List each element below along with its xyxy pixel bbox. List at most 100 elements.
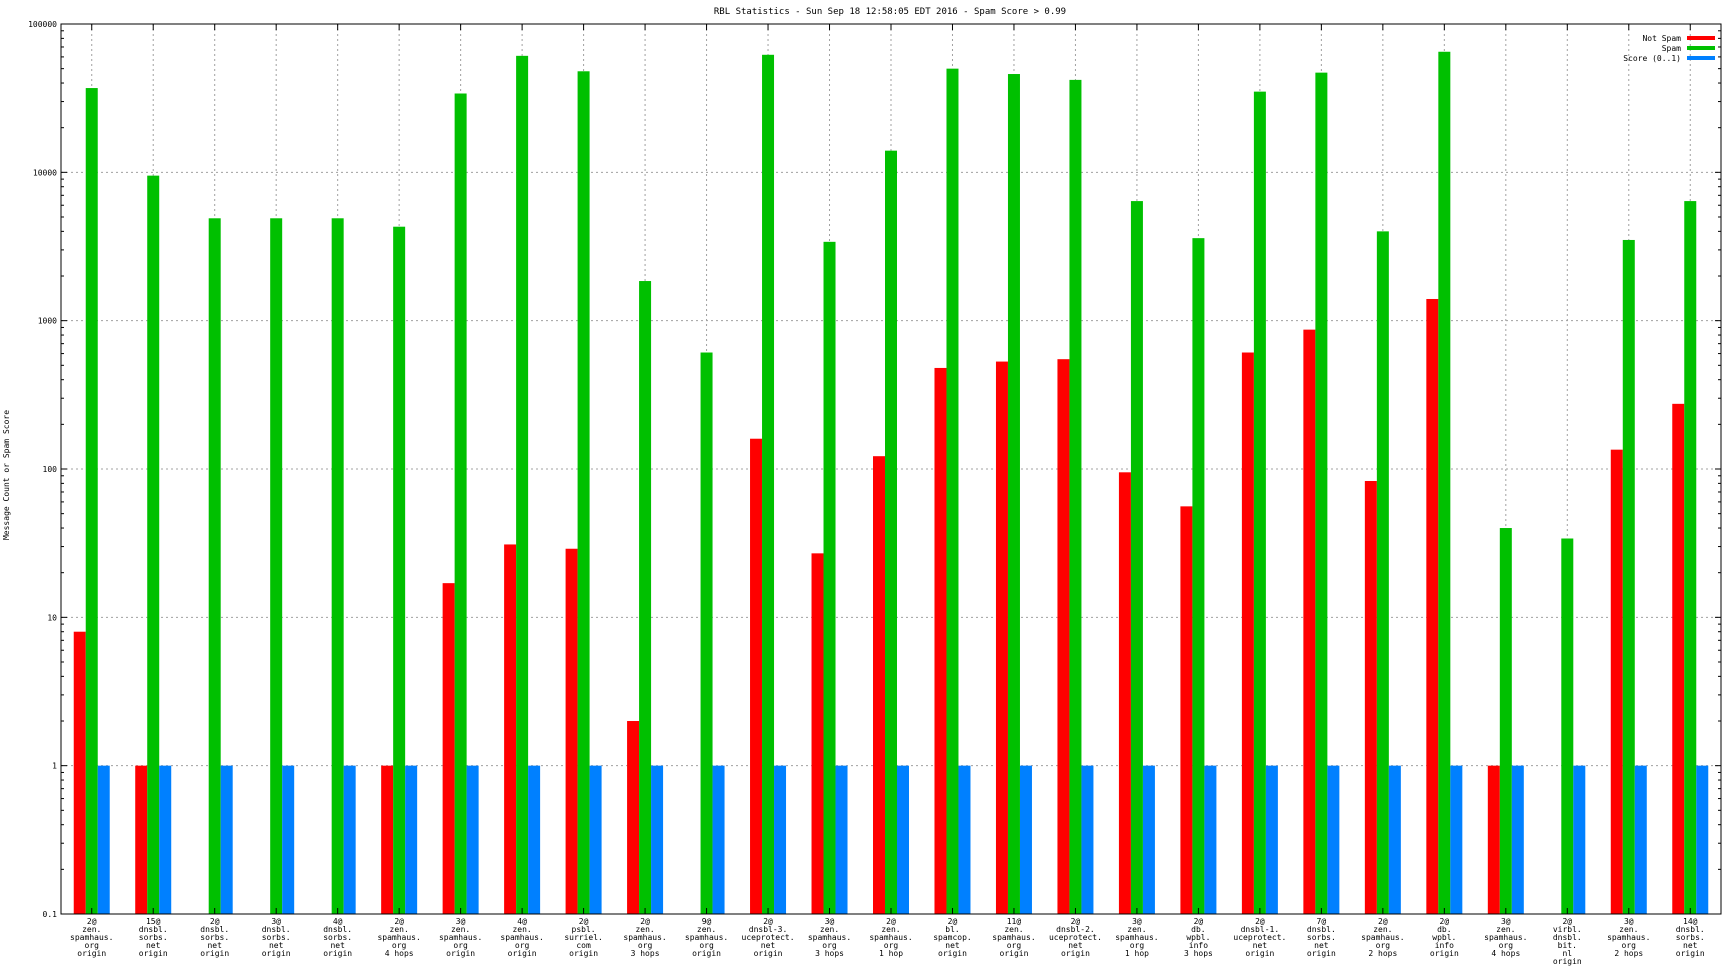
bar [589,765,602,914]
bar [393,226,406,915]
bar [1610,449,1623,914]
bar [405,765,418,914]
x-tick-label: 2@ zen. spamhaus. org 1 hop [869,917,912,958]
bar [454,93,467,914]
y-tick-label: 0.1 [43,910,58,919]
bar [343,765,356,914]
x-tick-label: 2@ zen. spamhaus. org 2 hops [1361,917,1404,958]
chart-title: RBL Statistics - Sun Sep 18 12:58:05 EDT… [714,7,1066,17]
bar [958,765,971,914]
bar [1450,765,1463,914]
bar [331,218,344,914]
legend-swatch [1687,36,1715,40]
bar [504,544,517,914]
legend-label: Spam [1662,44,1681,53]
x-tick-label: 2@ dnsbl-2. uceprotect. net origin [1049,917,1102,958]
bar [516,55,529,914]
bar [1303,329,1316,915]
bar [1118,472,1131,914]
x-tick-label: 11@ zen. spamhaus. org origin [992,917,1035,958]
x-tick-label: 4@ zen. spamhaus. org origin [500,917,543,958]
bar [835,765,848,914]
bar [1438,51,1451,915]
bar [1081,765,1094,914]
bar [270,218,283,914]
bar [1241,352,1254,914]
bar [73,631,86,914]
bar [934,367,947,914]
bar [1672,403,1685,914]
bar [381,765,394,914]
bars [73,51,1709,915]
x-tick-label: 2@ dnsbl. sorbs. net origin [200,917,229,958]
bar [577,71,590,915]
legend-label: Not Spam [1642,34,1681,43]
x-tick-label: 2@ zen. spamhaus. org origin [70,917,113,958]
plot-frame [60,23,1722,915]
bar [627,721,640,914]
bar [1265,765,1278,914]
bar [651,765,664,914]
bar [1130,201,1143,914]
x-tick-label: 3@ zen. spamhaus. org 3 hops [808,917,851,958]
x-tick-label: 3@ zen. spamhaus. org origin [439,917,482,958]
x-tick-label: 2@ bl. spamcop. net origin [933,917,972,958]
bar [1057,359,1070,914]
bar [220,765,233,914]
x-tick-label: 2@ dnsbl-1. uceprotect. net origin [1233,917,1286,958]
bar [1376,231,1389,915]
bar [1511,765,1524,914]
legend-swatch [1687,56,1715,60]
bar [1684,201,1697,914]
bar [442,583,455,914]
bar [885,150,897,915]
legend-swatch [1687,46,1715,50]
bar [1007,74,1020,915]
bar [97,765,110,914]
bar [208,218,221,914]
x-axis-ticks: 2@ zen. spamhaus. org origin 15@ dnsbl. sorbs. n… [70,24,1705,966]
y-tick-label: 100 [43,465,58,474]
legend-label: Score (0..1) [1623,54,1681,63]
bar [159,765,172,914]
x-tick-label: 2@ db. wpbl. info origin [1430,917,1459,958]
bar [282,765,295,914]
bar [1315,72,1328,915]
bar [1204,765,1217,914]
bar [946,68,959,915]
bar [700,352,713,914]
bar [1696,765,1709,914]
bar [466,765,479,914]
bar [565,548,578,914]
x-tick-label: 2@ virbl. dnsbl. bit. nl origin [1553,917,1582,966]
x-tick-label: 9@ zen. spamhaus. org origin [685,917,728,958]
bar [528,765,541,914]
bar [1622,239,1635,914]
bar [85,88,98,915]
bar [1426,298,1439,915]
bar [1192,238,1205,915]
x-tick-label: 2@ zen. spamhaus. org 4 hops [377,917,420,958]
bar [135,765,148,914]
y-tick-label: 100000 [28,20,57,29]
bar [774,765,787,914]
bar [873,456,885,914]
bar [1069,79,1082,914]
x-tick-label: 7@ dnsbl. sorbs. net origin [1307,917,1336,958]
bar [1561,538,1574,914]
bar [1388,765,1401,914]
bar [712,765,725,914]
bar [1634,765,1647,914]
bar [750,438,763,914]
x-tick-label: 2@ psbl. surriel. com origin [564,917,603,958]
x-tick-label: 3@ zen. spamhaus. org 4 hops [1484,917,1527,958]
bar [823,241,836,914]
x-tick-label: 3@ zen. spamhaus. org 2 hops [1607,917,1650,958]
bar [1499,528,1512,914]
x-tick-label: 4@ dnsbl. sorbs. net origin [323,917,352,958]
x-tick-label: 3@ dnsbl. sorbs. net origin [262,917,291,958]
y-tick-label: 1 [52,762,57,771]
bar [995,361,1008,914]
x-tick-label: 15@ dnsbl. sorbs. net origin [139,917,168,958]
